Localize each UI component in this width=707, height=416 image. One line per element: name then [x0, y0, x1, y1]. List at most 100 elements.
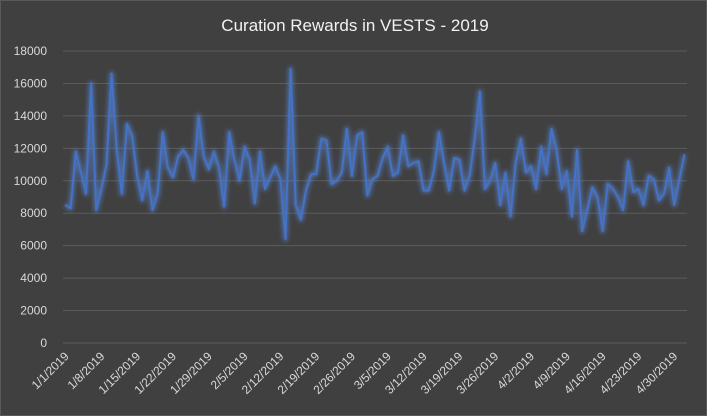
- data-point: [376, 175, 379, 177]
- data-point: [427, 189, 430, 192]
- data-point: [555, 149, 558, 151]
- data-point: [407, 165, 410, 168]
- data-point: [356, 134, 358, 137]
- data-point: [550, 127, 553, 130]
- data-point: [412, 162, 415, 164]
- y-tick-label: 14000: [14, 109, 48, 123]
- data-point: [601, 230, 604, 232]
- data-point: [663, 192, 665, 195]
- data-point: [627, 160, 630, 163]
- data-point: [540, 145, 543, 148]
- data-point: [305, 189, 307, 192]
- data-point: [325, 139, 328, 142]
- data-point: [581, 230, 584, 232]
- x-axis-ticks: 1/1/20191/8/20191/15/20191/22/20191/29/2…: [29, 349, 681, 397]
- y-tick-label: 10000: [14, 174, 48, 188]
- data-point: [320, 137, 323, 140]
- y-axis-ticks: 0 2000 4000 6000 8000 10000 12000 14000 16000 180…: [14, 44, 48, 350]
- series-layer: [64, 66, 687, 242]
- data-point: [432, 170, 435, 172]
- data-point: [509, 215, 512, 218]
- data-point: [187, 157, 190, 159]
- data-point: [591, 186, 594, 189]
- data-point: [386, 145, 389, 148]
- data-point: [402, 134, 405, 137]
- data-point: [499, 204, 502, 207]
- data-point: [294, 204, 297, 207]
- data-point: [177, 155, 179, 158]
- y-tick-label: 4000: [20, 271, 47, 285]
- y-tick-label: 8000: [20, 206, 47, 220]
- data-point: [519, 137, 522, 140]
- data-point: [218, 166, 220, 169]
- data-point: [74, 150, 77, 153]
- data-point: [269, 176, 272, 179]
- data-point: [90, 82, 93, 85]
- x-tick-label: 1/1/2019: [29, 349, 72, 392]
- data-point: [253, 202, 256, 205]
- data-point: [335, 179, 338, 182]
- data-point: [473, 137, 476, 140]
- data-point: [448, 189, 451, 192]
- data-point: [417, 160, 420, 163]
- data-point: [284, 238, 287, 241]
- data-point: [361, 131, 364, 134]
- data-point: [489, 179, 491, 182]
- data-point: [524, 171, 527, 174]
- y-tick-label: 6000: [20, 239, 47, 253]
- data-point: [622, 209, 624, 211]
- data-point: [683, 153, 686, 156]
- data-point: [233, 158, 236, 161]
- data-point: [571, 215, 573, 218]
- data-point: [223, 205, 226, 208]
- data-point: [95, 209, 98, 211]
- data-point: [146, 170, 149, 172]
- data-point: [136, 175, 139, 177]
- data-point: [197, 114, 200, 117]
- chart-title: Curation Rewards in VESTS - 2019: [221, 16, 488, 35]
- data-point: [248, 158, 251, 161]
- data-point: [530, 165, 532, 168]
- data-point: [535, 187, 538, 190]
- data-point: [458, 158, 461, 161]
- data-point: [381, 157, 384, 159]
- y-tick-label: 12000: [14, 141, 48, 155]
- data-point: [494, 162, 497, 164]
- data-point: [151, 209, 154, 211]
- data-point: [678, 178, 681, 181]
- data-point: [468, 175, 471, 177]
- data-point: [652, 178, 655, 181]
- data-point: [315, 173, 318, 176]
- data-point: [453, 157, 456, 159]
- data-point: [264, 187, 266, 190]
- data-point: [202, 155, 205, 158]
- data-point: [565, 170, 568, 172]
- data-point: [80, 171, 82, 174]
- data-point: [484, 187, 486, 190]
- data-point: [438, 131, 440, 134]
- data-point: [345, 127, 348, 130]
- data-point: [110, 72, 113, 75]
- data-point: [207, 168, 210, 171]
- data-point: [560, 187, 563, 190]
- data-point: [611, 187, 614, 190]
- data-point: [576, 149, 578, 151]
- data-point: [64, 204, 67, 207]
- data-point: [259, 150, 261, 153]
- data-point: [657, 199, 660, 202]
- data-point: [156, 192, 159, 195]
- data-point: [299, 218, 302, 221]
- data-point: [85, 192, 87, 195]
- data-point: [422, 189, 425, 192]
- data-point: [105, 163, 108, 166]
- data-point: [131, 134, 133, 137]
- data-point: [637, 187, 640, 190]
- data-point: [166, 166, 169, 169]
- data-point: [161, 131, 164, 134]
- data-point: [212, 150, 215, 153]
- data-point: [632, 191, 635, 194]
- y-tick-label: 0: [40, 336, 47, 350]
- series-line: [65, 67, 686, 241]
- x-tick-label: 4/2/2019: [494, 349, 537, 392]
